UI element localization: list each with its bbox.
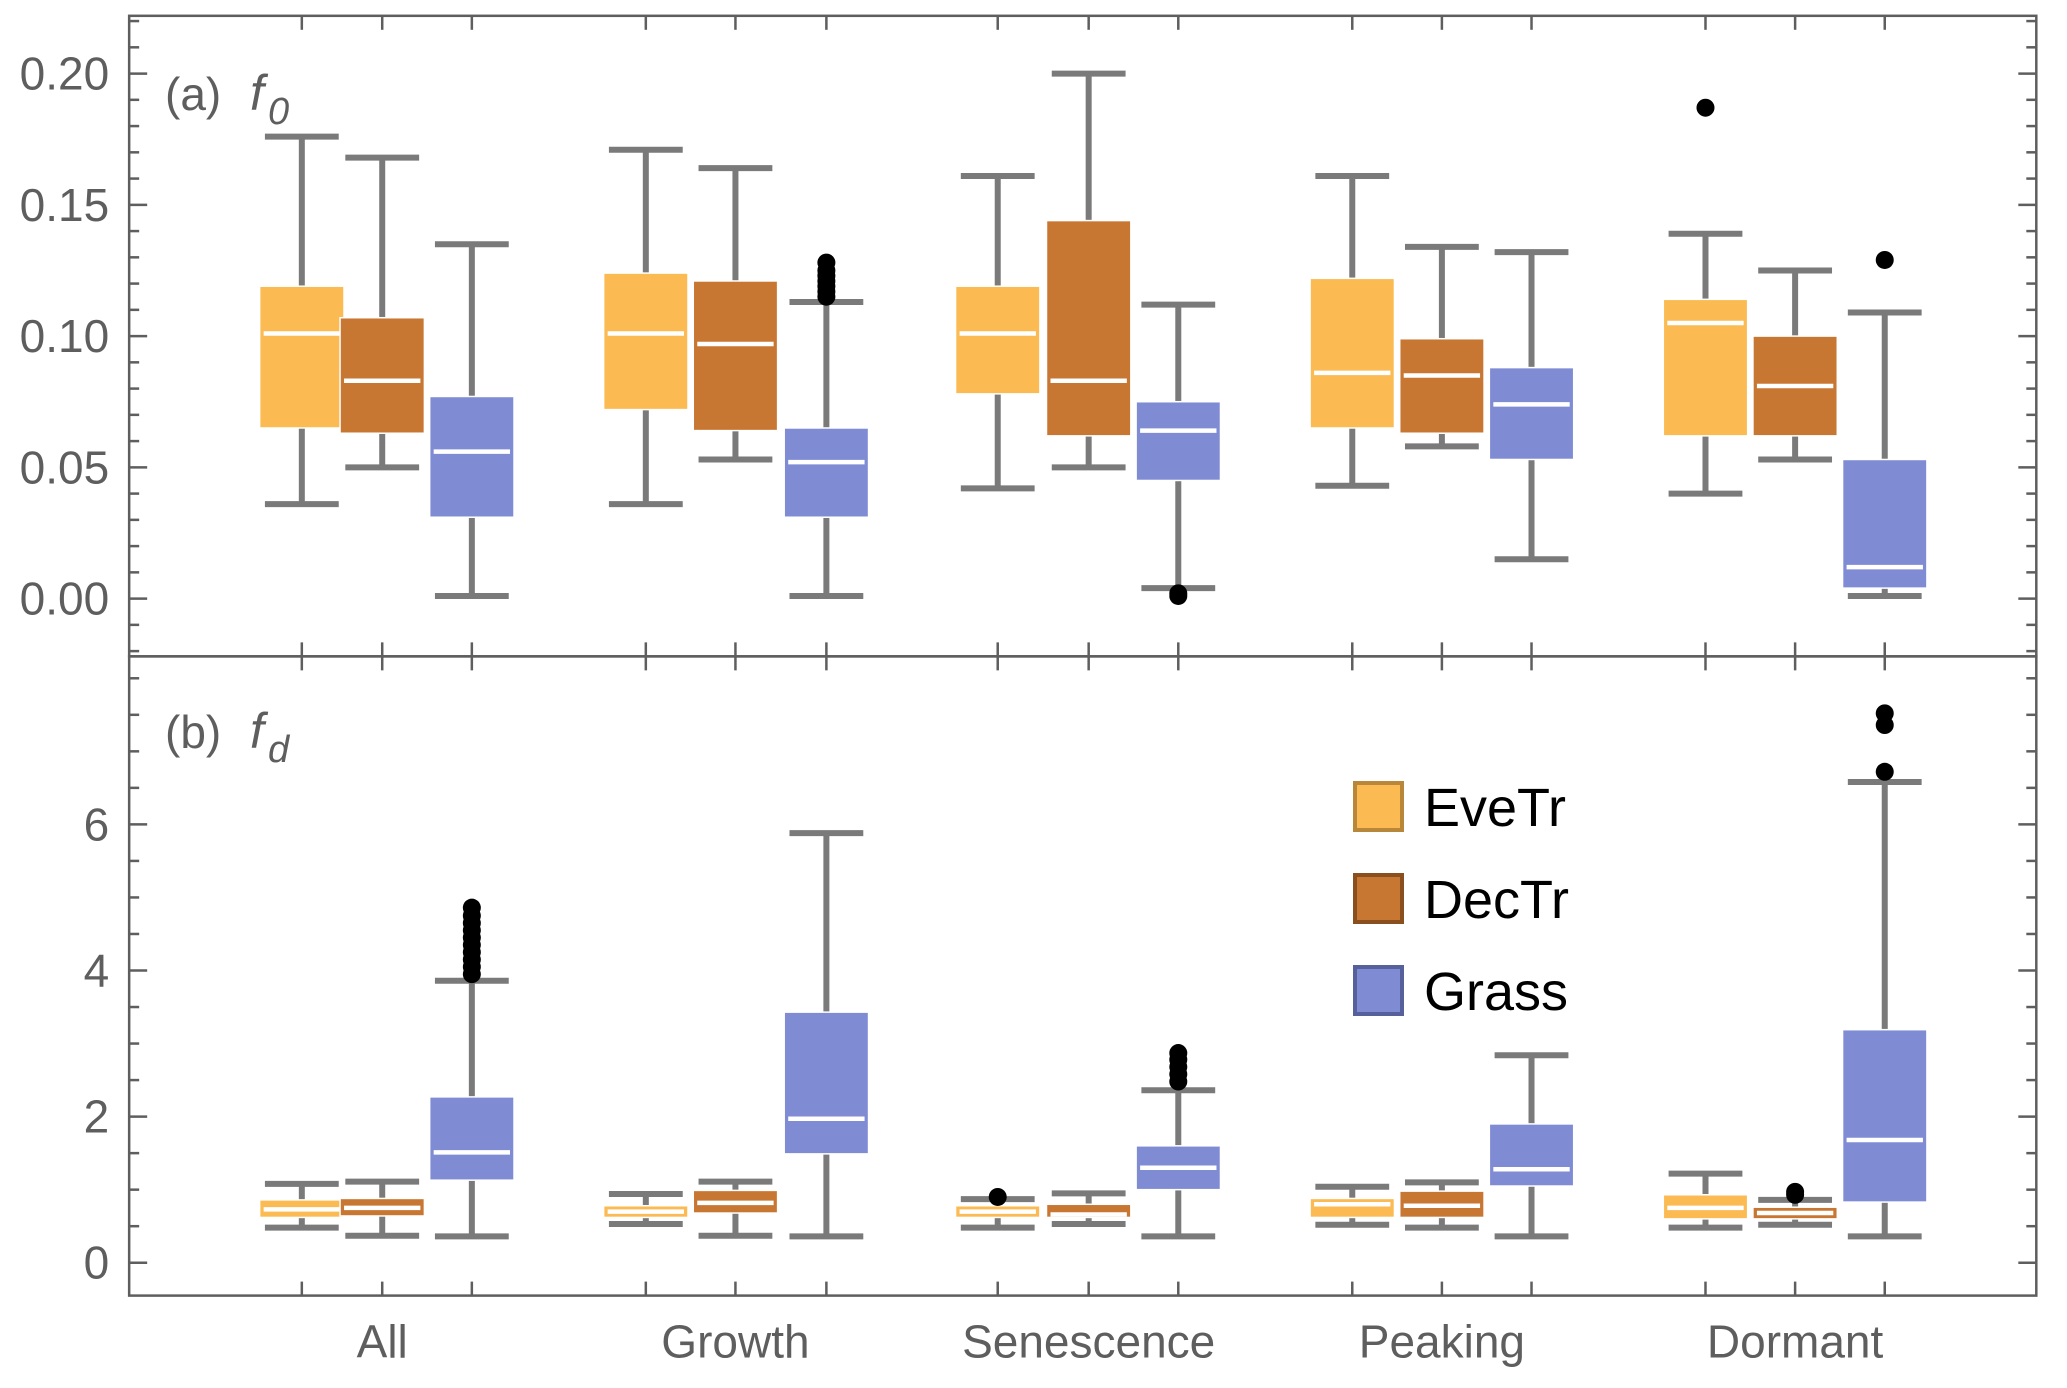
box-grass-growth [783, 253, 870, 599]
box-evetr-all [258, 133, 345, 508]
box-dectr-growth [692, 165, 779, 463]
y-tick-label: 0.15 [20, 179, 110, 231]
box-iqr [428, 395, 515, 518]
legend-label-dectr: DecTr [1424, 870, 1569, 930]
box-grass-senescence [1135, 301, 1222, 605]
box-evetr-senescence [954, 172, 1041, 492]
x-label-senescence: Senescence [962, 1316, 1215, 1368]
panel-a-subscript: 0 [268, 91, 289, 133]
box-iqr [1662, 298, 1749, 437]
box-dectr-peaking [1398, 1179, 1485, 1231]
panel-a: 0.00 0.05 0.10 0.15 0.20 [20, 14, 2038, 658]
box-iqr [1045, 219, 1132, 437]
outlier-point [1875, 250, 1894, 269]
outlier-point [1875, 704, 1894, 723]
legend-item-grass: Grass [1353, 962, 1568, 1022]
outlier-point [462, 898, 481, 917]
legend-label-grass: Grass [1424, 962, 1568, 1022]
panel-a-letter: (a) [165, 68, 221, 120]
box-dectr-all [339, 154, 426, 471]
box-evetr-senescence [954, 1187, 1041, 1231]
y-tick-label: 2 [84, 1091, 110, 1143]
box-iqr [692, 280, 779, 432]
box-iqr [258, 285, 345, 429]
legend-swatch-grass [1353, 965, 1404, 1016]
panel-b-variable: f [250, 703, 269, 759]
outlier-point [1875, 762, 1894, 781]
legend-swatch-dectr [1353, 873, 1404, 924]
panel-b-label: (b) f d [165, 703, 291, 771]
x-label-growth: Growth [661, 1316, 809, 1368]
y-tick-label: 6 [84, 798, 110, 850]
box-grass-dormant [1841, 704, 1928, 1240]
box-evetr-peaking [1309, 1183, 1396, 1228]
box-grass-peaking [1488, 249, 1575, 563]
box-iqr [428, 1096, 515, 1181]
box-iqr [1135, 400, 1222, 482]
box-dectr-growth [692, 1178, 779, 1239]
box-iqr [1398, 337, 1485, 434]
box-dectr-senescence [1045, 70, 1132, 471]
outlier-point [988, 1187, 1007, 1206]
outlier-point [1169, 584, 1188, 603]
box-grass-senescence [1135, 1044, 1222, 1240]
x-axis-category-labels: All Growth Senescence Peaking Dormant [357, 1316, 1884, 1368]
box-dectr-dormant [1752, 1182, 1839, 1228]
y-tick-label: 0.10 [20, 310, 110, 362]
box-evetr-peaking [1309, 172, 1396, 489]
box-grass-all [428, 898, 515, 1240]
box-iqr [1841, 1028, 1928, 1203]
legend-item-dectr: DecTr [1353, 870, 1569, 930]
box-dectr-dormant [1752, 267, 1839, 463]
panel-a-label: (a) f 0 [165, 65, 289, 133]
plot-frame [127, 655, 2038, 1297]
legend: EveTr DecTr Grass [1353, 778, 1569, 1022]
box-iqr [602, 272, 689, 411]
outlier-point [1169, 1044, 1188, 1063]
box-iqr [1309, 1197, 1396, 1219]
legend-swatch-evetr [1353, 781, 1404, 832]
box-dectr-peaking [1398, 243, 1485, 450]
box-grass-peaking [1488, 1052, 1575, 1240]
y-tick-label: 4 [84, 944, 110, 996]
box-iqr [954, 285, 1041, 395]
box-iqr [783, 1011, 870, 1155]
panel-b-letter: (b) [165, 706, 221, 758]
x-label-peaking: Peaking [1359, 1316, 1525, 1368]
box-grass-growth [783, 830, 870, 1240]
x-label-all: All [357, 1316, 408, 1368]
box-iqr [339, 316, 426, 434]
outlier-point [1696, 98, 1715, 117]
box-evetr-growth [602, 146, 689, 508]
panel-a-variable: f [250, 65, 269, 121]
legend-item-evetr: EveTr [1353, 778, 1566, 838]
panel-b-subscript: d [268, 729, 291, 771]
box-iqr [783, 427, 870, 518]
y-tick-label: 0 [84, 1237, 110, 1289]
box-iqr [1309, 277, 1396, 429]
y-tick-label: 0.05 [20, 441, 110, 493]
box-dectr-all [339, 1178, 426, 1239]
box-iqr [1488, 366, 1575, 461]
y-tick-label: 0.00 [20, 573, 110, 625]
box-grass-dormant [1841, 250, 1928, 599]
y-tick-label: 0.20 [20, 48, 110, 100]
box-evetr-dormant [1662, 98, 1749, 497]
box-dectr-senescence [1045, 1190, 1132, 1228]
box-evetr-all [258, 1180, 345, 1231]
outlier-point [1786, 1182, 1805, 1201]
x-label-dormant: Dormant [1707, 1316, 1884, 1368]
box-grass-all [428, 241, 515, 599]
box-evetr-dormant [1662, 1170, 1749, 1231]
panel-b: 0 2 4 6 [84, 655, 2038, 1297]
box-evetr-growth [602, 1191, 689, 1228]
outlier-point [817, 253, 836, 272]
legend-label-evetr: EveTr [1424, 778, 1566, 838]
box-iqr [1488, 1123, 1575, 1187]
